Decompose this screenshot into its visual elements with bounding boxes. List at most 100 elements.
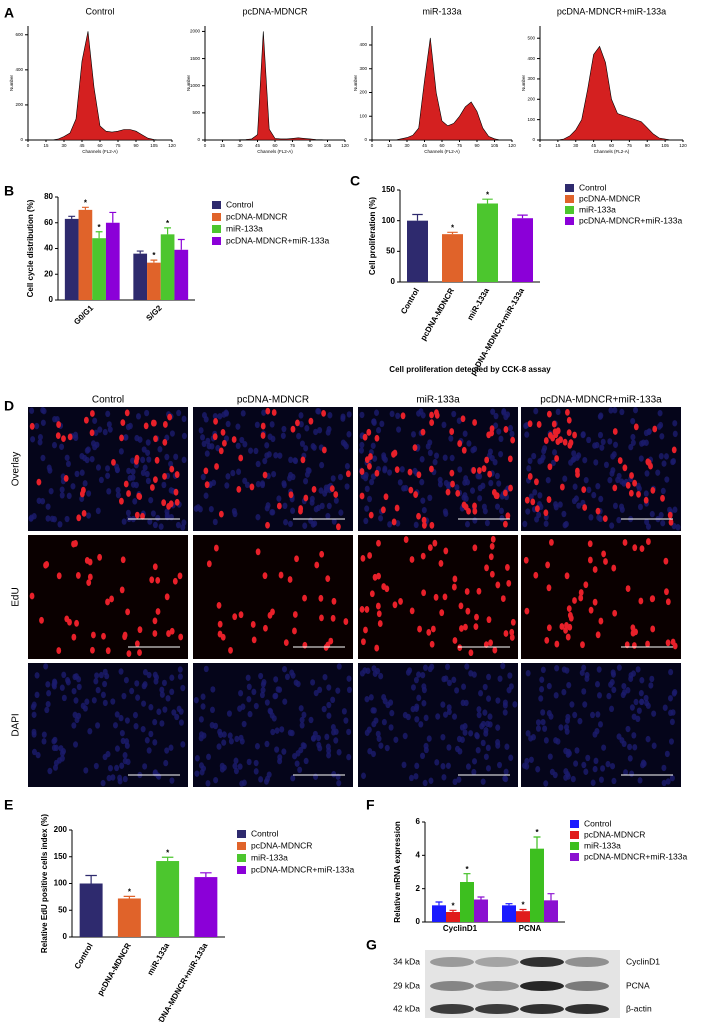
y-tick-label: 0	[532, 137, 535, 142]
nucleus-edu	[149, 484, 155, 491]
nucleus-dapi	[340, 415, 346, 422]
nucleus-dapi	[478, 690, 484, 697]
nucleus-dapi	[180, 524, 186, 531]
y-tick-label: 100	[359, 113, 367, 118]
nucleus-dapi	[61, 694, 67, 702]
nucleus-dapi	[668, 668, 674, 676]
nucleus-dapi	[418, 721, 424, 728]
x-tick-label: 75	[457, 143, 463, 148]
nucleus-dapi	[539, 676, 545, 683]
nucleus-dapi	[253, 759, 259, 767]
nucleus-dapi	[565, 713, 571, 721]
nucleus-dapi	[317, 426, 323, 434]
nucleus-edu	[524, 496, 530, 504]
nucleus-dapi	[563, 747, 569, 755]
nucleus-dapi	[645, 702, 651, 709]
nucleus-dapi	[441, 421, 447, 429]
nucleus-edu	[383, 493, 389, 501]
y-tick-label: 150	[382, 185, 396, 194]
nucleus-dapi	[279, 726, 285, 733]
panel-label: D	[4, 398, 14, 414]
nucleus-dapi	[549, 768, 555, 776]
nucleus-edu	[368, 453, 373, 460]
nucleus-dapi	[60, 748, 66, 755]
nucleus-dapi	[668, 709, 674, 717]
nucleus-dapi	[203, 492, 209, 499]
nucleus-dapi	[336, 663, 342, 670]
nucleus-dapi	[145, 449, 151, 456]
nucleus-dapi	[205, 437, 211, 445]
nucleus-dapi	[64, 454, 70, 461]
nucleus-dapi	[454, 745, 460, 753]
nucleus-edu	[134, 454, 140, 462]
nucleus-dapi	[592, 731, 598, 738]
blot-protein: CyclinD1	[626, 956, 660, 966]
nucleus-edu	[442, 593, 448, 601]
nucleus-dapi	[648, 682, 654, 689]
nucleus-dapi	[224, 482, 230, 489]
nucleus-dapi	[382, 465, 388, 472]
nucleus-edu	[543, 509, 549, 517]
nucleus-dapi	[255, 460, 261, 468]
nucleus-dapi	[608, 681, 614, 688]
nucleus-dapi	[333, 728, 339, 735]
nucleus-edu	[359, 605, 365, 613]
nucleus-edu	[152, 630, 158, 637]
nucleus-dapi	[664, 476, 670, 483]
nucleus-edu	[109, 595, 114, 603]
nucleus-dapi	[509, 430, 515, 438]
nucleus-dapi	[479, 723, 485, 730]
nucleus-dapi	[599, 444, 605, 451]
nucleus-edu	[452, 637, 458, 644]
nucleus-dapi	[434, 452, 440, 459]
nucleus-dapi	[471, 671, 477, 678]
nucleus-edu	[639, 545, 645, 553]
nucleus-dapi	[144, 737, 150, 744]
nucleus-dapi	[148, 704, 154, 711]
blot-band	[475, 957, 519, 967]
nucleus-edu	[432, 539, 438, 547]
nucleus-dapi	[635, 715, 641, 723]
micrograph	[193, 407, 353, 531]
nucleus-dapi	[480, 778, 486, 785]
nucleus-edu	[71, 633, 77, 641]
micrograph	[521, 663, 681, 787]
nucleus-dapi	[303, 477, 309, 485]
nucleus-dapi	[83, 767, 89, 774]
nucleus-dapi	[48, 487, 54, 495]
nucleus-edu	[394, 466, 400, 474]
nucleus-dapi	[543, 780, 549, 787]
nucleus-dapi	[45, 700, 51, 708]
bar	[516, 911, 530, 922]
nucleus-edu	[407, 468, 413, 476]
nucleus-dapi	[600, 438, 606, 446]
nucleus-edu	[416, 512, 421, 520]
nucleus-edu	[362, 433, 368, 441]
nucleus-edu	[214, 463, 219, 470]
nucleus-dapi	[427, 439, 433, 446]
nucleus-dapi	[663, 453, 669, 460]
nucleus-dapi	[643, 490, 649, 497]
nucleus-edu	[429, 640, 435, 648]
row-label: Overlay	[11, 452, 22, 486]
nucleus-dapi	[322, 673, 328, 681]
nucleus-dapi	[378, 672, 384, 680]
nucleus-dapi	[446, 744, 452, 751]
nucleus-dapi	[498, 507, 504, 515]
nucleus-dapi	[451, 676, 457, 684]
nucleus-dapi	[581, 761, 587, 769]
nucleus-edu	[426, 628, 432, 636]
nucleus-dapi	[130, 481, 136, 488]
nucleus-dapi	[613, 441, 619, 448]
nucleus-dapi	[282, 698, 288, 705]
micrograph	[358, 407, 518, 531]
bar	[194, 877, 218, 937]
nucleus-dapi	[627, 755, 633, 762]
nucleus-dapi	[344, 463, 350, 470]
nucleus-edu	[554, 455, 560, 462]
nucleus-dapi	[471, 768, 477, 776]
nucleus-dapi	[526, 465, 532, 472]
nucleus-edu	[391, 518, 397, 526]
nucleus-dapi	[242, 441, 248, 448]
